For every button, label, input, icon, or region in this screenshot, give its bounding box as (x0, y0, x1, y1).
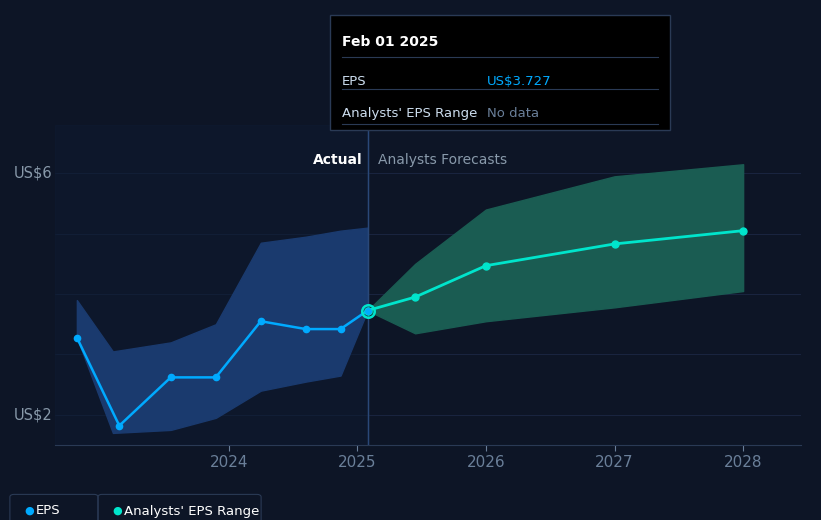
Text: Analysts Forecasts: Analysts Forecasts (378, 153, 507, 167)
Text: Actual: Actual (313, 153, 362, 167)
Bar (55, 125, 368, 445)
Text: Analysts' EPS Range: Analysts' EPS Range (342, 107, 477, 120)
Text: Analysts' EPS Range: Analysts' EPS Range (124, 504, 259, 517)
Text: ●: ● (24, 506, 34, 516)
Text: ●: ● (112, 506, 122, 516)
Text: No data: No data (487, 107, 539, 120)
Text: EPS: EPS (342, 75, 367, 88)
Text: US$6: US$6 (14, 166, 53, 181)
Text: US$3.727: US$3.727 (487, 75, 552, 88)
Text: US$2: US$2 (14, 407, 53, 422)
Text: Feb 01 2025: Feb 01 2025 (342, 35, 438, 49)
Text: EPS: EPS (36, 504, 61, 517)
